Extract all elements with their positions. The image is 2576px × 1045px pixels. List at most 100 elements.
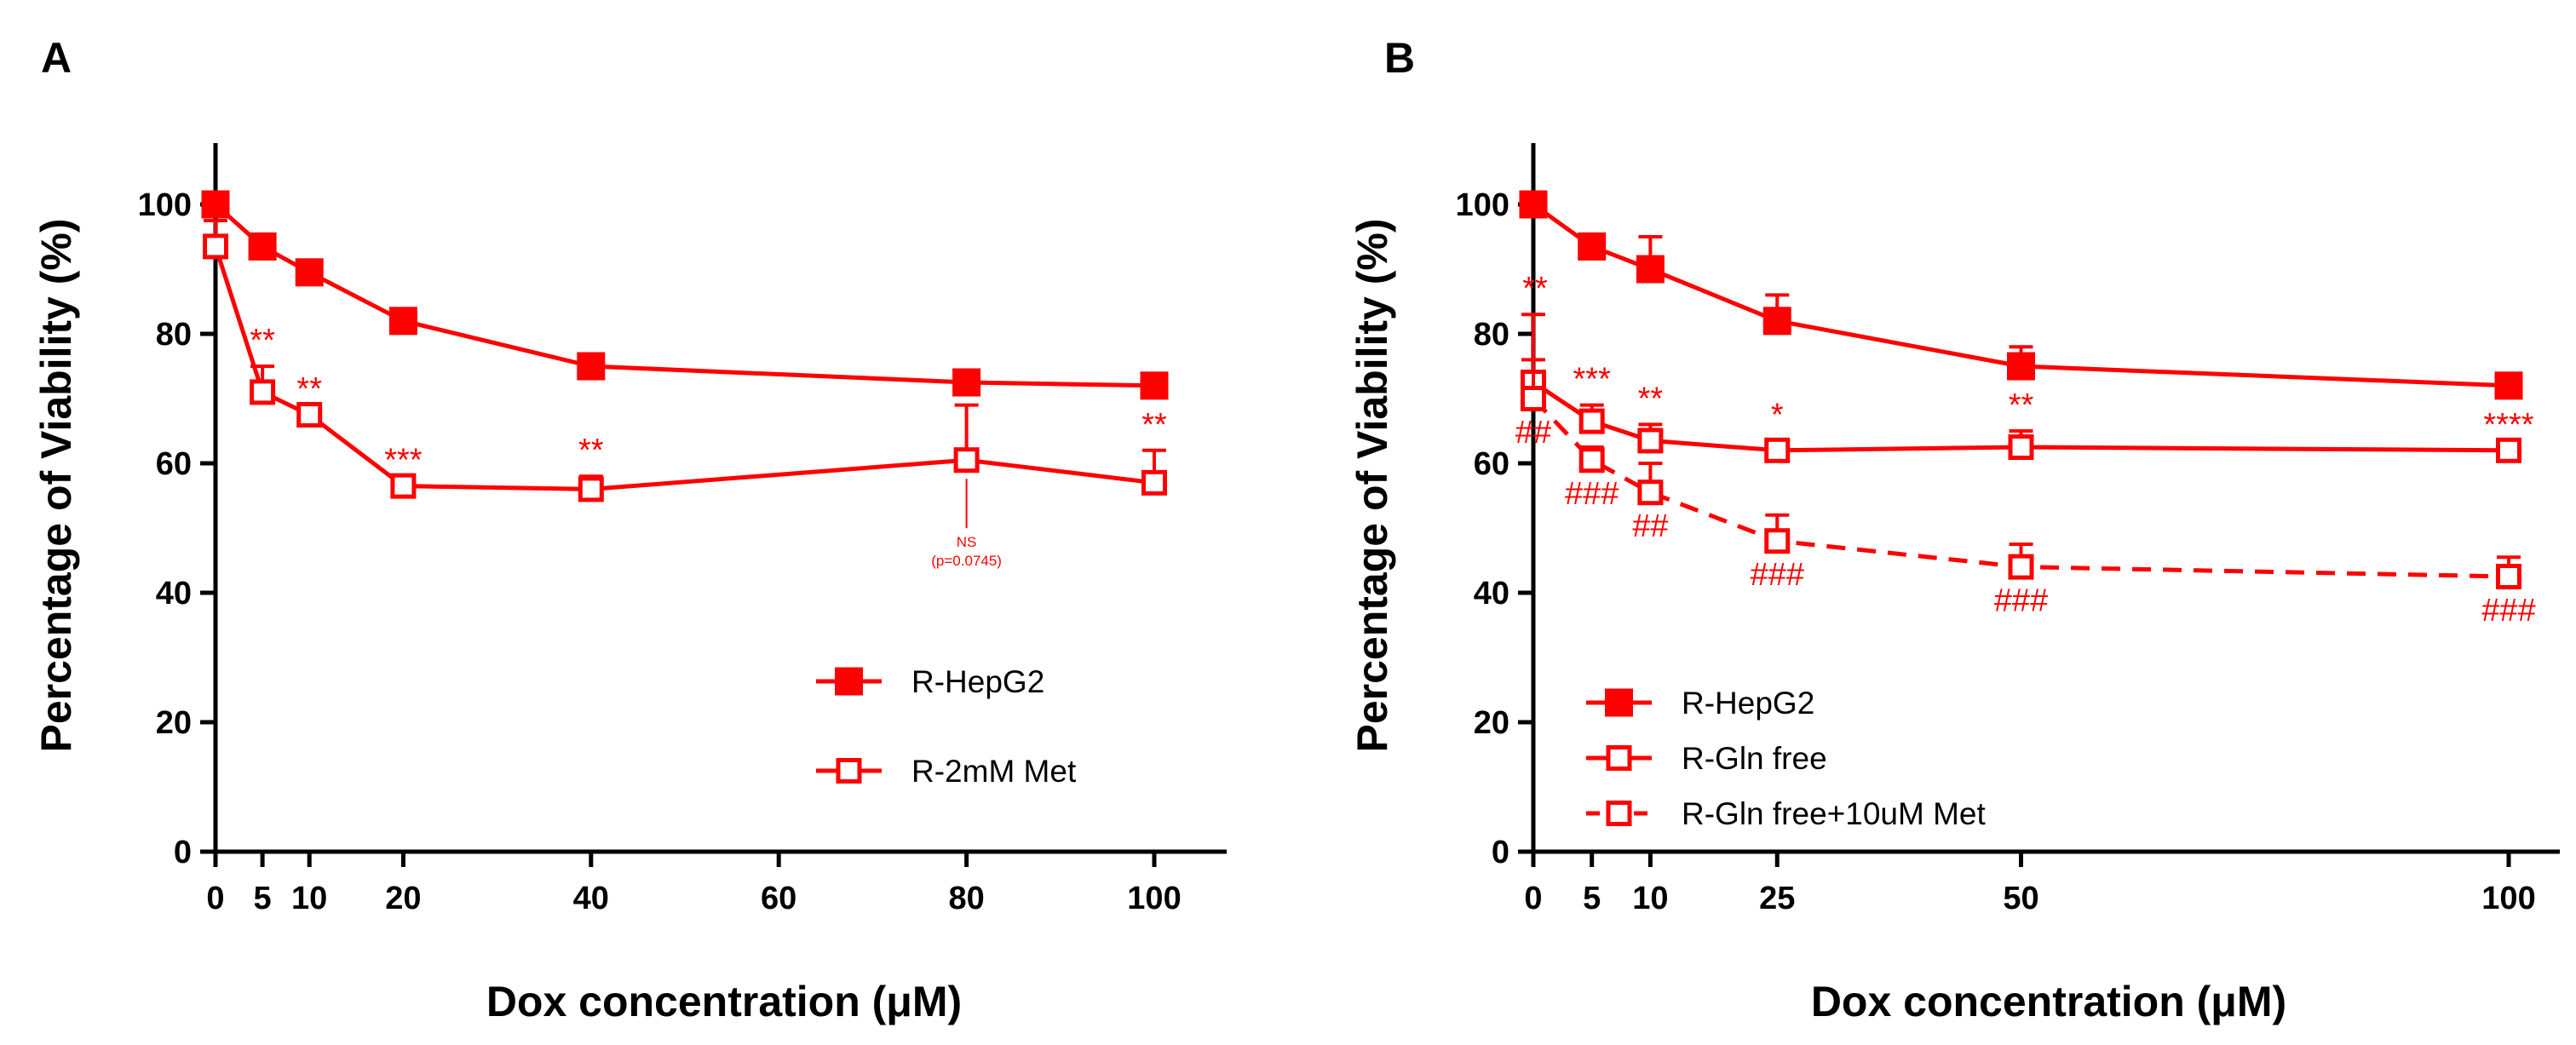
panel-label: A — [41, 34, 72, 82]
data-point — [1578, 408, 1605, 434]
series-2: ******* **** — [203, 219, 1167, 502]
legend-marker — [1605, 688, 1633, 717]
significance-label: ** — [1522, 271, 1548, 307]
x-tick-label: 5 — [1583, 881, 1601, 916]
legend-marker — [1606, 801, 1632, 826]
significance-label: ** — [296, 371, 322, 407]
y-tick-label: 0 — [174, 835, 192, 870]
significance-label: * — [1771, 397, 1784, 433]
data-point — [2496, 564, 2521, 589]
data-point — [1636, 255, 1665, 284]
significance-label: ** — [2009, 388, 2034, 423]
series-3: ############# ### — [1515, 358, 2536, 629]
panel-b: B 0 20 40 60 80 100 0 5 10 25 50 100 Dox concentratio… — [1348, 34, 2560, 1025]
legend-marker — [835, 667, 863, 696]
y-tick-label: 40 — [1474, 576, 1509, 611]
y-tick-label: 80 — [156, 317, 192, 353]
x-tick-label: 0 — [206, 881, 224, 916]
y-axis-title: Percentage of Viability (%) — [32, 218, 80, 752]
data-point — [952, 368, 981, 397]
legend-label: R-HepG2 — [911, 664, 1044, 699]
legend: R-HepG2 R-2mM Met — [816, 664, 1077, 789]
data-point — [1637, 428, 1664, 454]
legend-label: R-Gln free+10uM Met — [1682, 796, 1986, 831]
y-tick-label: 20 — [156, 705, 192, 741]
significance-label: ### — [1994, 583, 2048, 619]
data-point — [1521, 386, 1546, 411]
note-text: NS — [957, 534, 977, 550]
x-tick-label: 10 — [1632, 881, 1668, 916]
y-tick-label: 0 — [1492, 835, 1509, 870]
data-point — [2008, 554, 2034, 580]
data-point — [388, 307, 417, 336]
x-axis-title: Dox concentration (μM) — [486, 978, 962, 1025]
data-point — [953, 447, 980, 474]
data-point — [1764, 528, 1791, 554]
significance-label: **** — [2483, 407, 2533, 443]
series-line — [214, 203, 1155, 388]
x-tick-label: 80 — [948, 881, 984, 916]
y-tick-label: 40 — [156, 576, 192, 611]
y-tick-label: 100 — [1456, 187, 1509, 223]
x-tick-label: 50 — [2003, 881, 2038, 916]
data-point — [1762, 307, 1791, 336]
data-point — [296, 402, 323, 428]
data-point — [1764, 437, 1791, 463]
legend-marker — [836, 758, 862, 784]
significance-label: ** — [1638, 381, 1664, 416]
data-point — [203, 233, 228, 260]
data-point — [578, 476, 604, 502]
panel-label: B — [1384, 34, 1415, 82]
data-point — [2008, 434, 2034, 460]
data-point — [1578, 447, 1605, 474]
data-point — [1519, 190, 1548, 219]
x-tick-label: 100 — [1127, 881, 1181, 916]
x-tick-label: 25 — [1759, 881, 1795, 916]
data-point — [248, 232, 277, 261]
data-point — [201, 190, 230, 219]
significance-label: ### — [1565, 476, 1619, 512]
note-text: (p=0.0745) — [931, 553, 1002, 569]
significance-label: ** — [250, 323, 275, 359]
data-point — [2494, 371, 2523, 400]
series-1 — [1519, 190, 2523, 400]
significance-label: *** — [1573, 362, 1612, 398]
x-axis-title: Dox concentration (μM) — [1811, 978, 2286, 1025]
y-axis-title: Percentage of Viability (%) — [1348, 218, 1396, 752]
y-tick-label: 80 — [1474, 317, 1509, 353]
x-tick-label: 100 — [2481, 881, 2535, 916]
y-tick-label: 60 — [1474, 446, 1509, 482]
significance-label: ** — [578, 433, 604, 468]
x-tick-label: 0 — [1524, 881, 1542, 916]
x-tick-label: 60 — [761, 881, 796, 916]
series-1 — [201, 190, 1169, 400]
legend-label: R-HepG2 — [1682, 686, 1814, 721]
data-point — [2007, 352, 2035, 381]
y-tick-label: 100 — [138, 187, 192, 223]
significance-label: ### — [2481, 593, 2535, 629]
data-point — [1637, 479, 1664, 506]
x-tick-label: 20 — [385, 881, 421, 916]
y-tick-label: 20 — [1474, 705, 1509, 741]
significance-label: ### — [1751, 557, 1804, 593]
data-point — [390, 473, 417, 499]
data-point — [295, 258, 324, 287]
significance-label: ** — [1141, 407, 1167, 443]
data-point — [250, 379, 276, 405]
x-tick-label: 40 — [573, 881, 609, 916]
series-2: ******* * ****** — [1521, 271, 2534, 463]
data-point — [2496, 437, 2521, 463]
data-point — [1140, 371, 1169, 400]
y-tick-label: 60 — [156, 446, 192, 482]
significance-label: ## — [1515, 415, 1551, 451]
data-point — [577, 352, 606, 381]
legend: R-HepG2 R-Gln free R-Gln free+10uM Met — [1586, 686, 1986, 831]
legend-label: R-2mM Met — [911, 754, 1077, 789]
significance-label: ## — [1632, 508, 1668, 544]
x-tick-label: 5 — [254, 881, 272, 916]
data-point — [1141, 469, 1167, 496]
legend-label: R-Gln free — [1682, 741, 1827, 776]
significance-label: *** — [384, 443, 423, 479]
